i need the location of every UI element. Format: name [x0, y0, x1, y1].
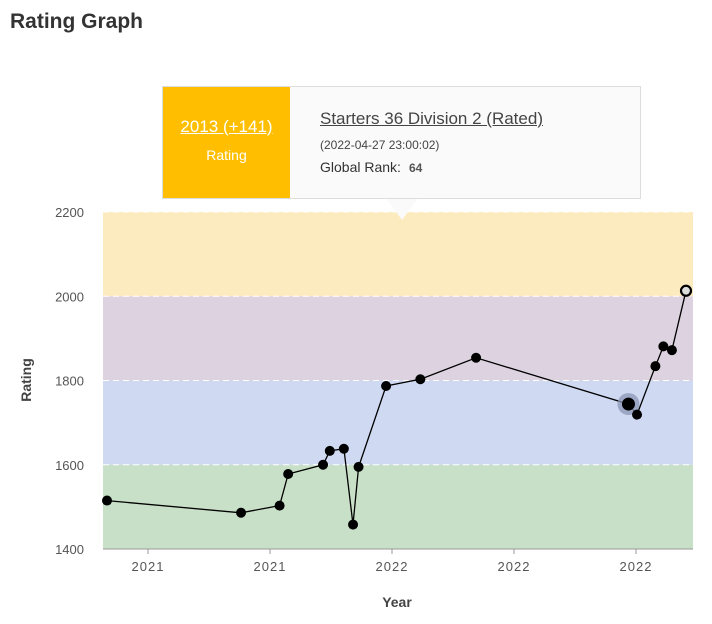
x-axis-label: Year [382, 594, 412, 610]
y-tick-label: 1800 [55, 374, 84, 389]
global-rank-row: Global Rank: 64 [320, 159, 640, 175]
rating-point-highlighted [621, 397, 635, 411]
rating-point [324, 445, 335, 456]
global-rank-label: Global Rank: [320, 159, 401, 175]
x-tick-labels: 2021 2021 2022 2022 2022 [132, 549, 653, 574]
rating-point [381, 380, 392, 391]
tooltip-rating-link[interactable]: 2013 (+141) [180, 116, 273, 136]
rating-point [658, 341, 669, 352]
rating-point [650, 361, 661, 372]
x-tick-label: 2021 [132, 559, 165, 574]
rating-point [348, 519, 359, 530]
contest-date: (2022-04-27 23:00:02) [320, 138, 440, 152]
x-tick-label: 2022 [620, 559, 653, 574]
x-tick-label: 2022 [498, 559, 531, 574]
page-title: Rating Graph [10, 10, 144, 33]
rating-point [415, 374, 426, 385]
contest-name-link[interactable]: Starters 36 Division 2 (Rated) [320, 109, 543, 128]
rating-band-2 [103, 296, 693, 381]
tooltip-rating-label: Rating [206, 146, 247, 163]
rating-point [353, 461, 364, 472]
contest-tooltip: 2013 (+141) Rating Starters 36 Division … [162, 86, 641, 199]
rating-point [236, 507, 247, 518]
y-tick-label: 2000 [55, 289, 84, 304]
rating-point [318, 459, 329, 470]
tooltip-rating-box: 2013 (+141) Rating [163, 87, 290, 198]
rating-point [283, 469, 294, 480]
rating-point [632, 409, 643, 420]
rating-band-0 [103, 464, 693, 549]
rating-point [274, 500, 285, 511]
rating-points [102, 284, 693, 530]
y-tick-label: 2200 [55, 205, 84, 220]
rating-point [338, 443, 349, 454]
tooltip-arrow [386, 198, 418, 220]
tooltip-details: Starters 36 Division 2 (Rated) (2022-04-… [290, 87, 640, 198]
rating-bands [103, 212, 693, 549]
y-tick-labels: 1400 1600 1800 2000 2200 [55, 205, 84, 557]
x-tick-label: 2022 [376, 559, 409, 574]
rating-point [471, 352, 482, 363]
rating-band-3 [103, 212, 693, 297]
global-rank-value: 64 [408, 161, 423, 175]
y-tick-label: 1600 [55, 458, 84, 473]
rating-point [102, 495, 112, 506]
rating-point-latest [679, 284, 693, 297]
x-tick-label: 2021 [254, 559, 287, 574]
rating-band-1 [103, 380, 693, 465]
y-axis-label: Rating [18, 358, 34, 402]
y-tick-label: 1400 [55, 542, 84, 557]
rating-point [666, 345, 677, 356]
